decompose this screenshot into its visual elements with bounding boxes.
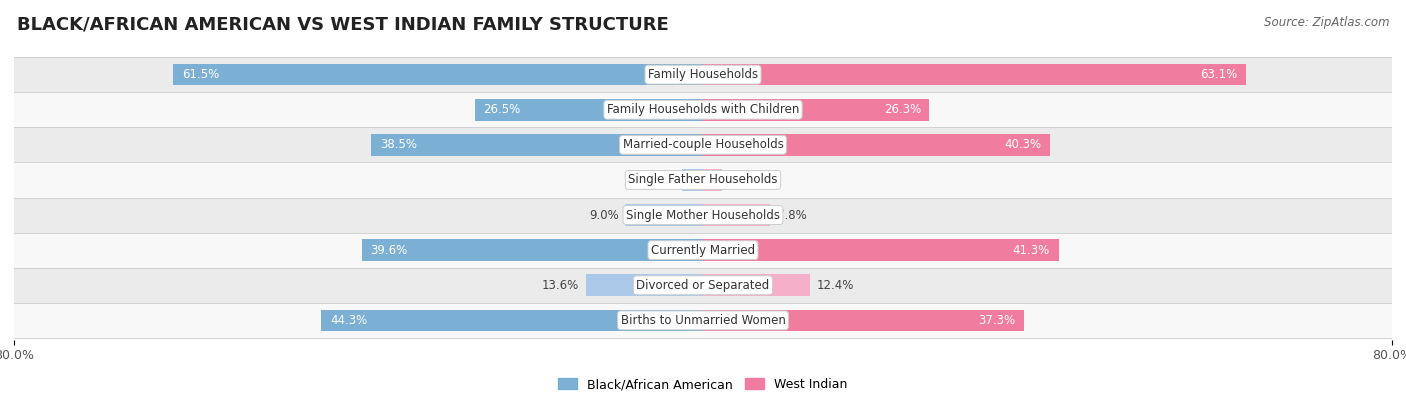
Text: 39.6%: 39.6% xyxy=(371,244,408,257)
Text: Divorced or Separated: Divorced or Separated xyxy=(637,279,769,292)
Text: 12.4%: 12.4% xyxy=(817,279,853,292)
Bar xyxy=(371,134,703,156)
Text: 9.0%: 9.0% xyxy=(589,209,619,222)
Bar xyxy=(14,198,1392,233)
Text: 38.5%: 38.5% xyxy=(380,138,418,151)
Bar xyxy=(475,99,703,120)
Text: 61.5%: 61.5% xyxy=(181,68,219,81)
Text: Source: ZipAtlas.com: Source: ZipAtlas.com xyxy=(1264,16,1389,29)
Text: Family Households with Children: Family Households with Children xyxy=(607,103,799,116)
Bar xyxy=(14,127,1392,162)
Bar xyxy=(14,268,1392,303)
Text: Married-couple Households: Married-couple Households xyxy=(623,138,783,151)
Bar xyxy=(14,162,1392,198)
Text: Births to Unmarried Women: Births to Unmarried Women xyxy=(620,314,786,327)
Bar xyxy=(626,204,703,226)
Bar xyxy=(586,275,703,296)
Text: 2.2%: 2.2% xyxy=(728,173,759,186)
Bar xyxy=(14,92,1392,127)
Bar xyxy=(682,169,703,191)
Legend: Black/African American, West Indian: Black/African American, West Indian xyxy=(554,373,852,395)
Text: 2.4%: 2.4% xyxy=(645,173,675,186)
Bar xyxy=(703,169,721,191)
Text: Single Mother Households: Single Mother Households xyxy=(626,209,780,222)
Text: BLACK/AFRICAN AMERICAN VS WEST INDIAN FAMILY STRUCTURE: BLACK/AFRICAN AMERICAN VS WEST INDIAN FA… xyxy=(17,16,669,34)
Bar xyxy=(703,134,1050,156)
Bar xyxy=(173,64,703,85)
Bar xyxy=(361,239,703,261)
Text: Family Households: Family Households xyxy=(648,68,758,81)
Text: 44.3%: 44.3% xyxy=(330,314,367,327)
Text: 26.5%: 26.5% xyxy=(484,103,520,116)
Text: 41.3%: 41.3% xyxy=(1012,244,1050,257)
Text: 40.3%: 40.3% xyxy=(1004,138,1042,151)
Bar xyxy=(703,99,929,120)
Bar xyxy=(703,310,1024,331)
Text: Currently Married: Currently Married xyxy=(651,244,755,257)
Text: 7.8%: 7.8% xyxy=(778,209,807,222)
Bar xyxy=(703,239,1059,261)
Bar xyxy=(14,303,1392,338)
Text: 37.3%: 37.3% xyxy=(979,314,1015,327)
Bar xyxy=(703,275,810,296)
Bar xyxy=(322,310,703,331)
Text: 63.1%: 63.1% xyxy=(1201,68,1237,81)
Bar xyxy=(703,64,1246,85)
Bar xyxy=(703,204,770,226)
Text: Single Father Households: Single Father Households xyxy=(628,173,778,186)
Text: 26.3%: 26.3% xyxy=(883,103,921,116)
Text: 13.6%: 13.6% xyxy=(541,279,579,292)
Bar xyxy=(14,233,1392,268)
Bar xyxy=(14,57,1392,92)
